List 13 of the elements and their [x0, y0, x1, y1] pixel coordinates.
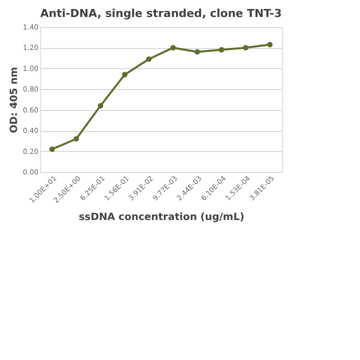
point — [122, 72, 128, 78]
point — [49, 146, 55, 152]
point — [194, 49, 200, 55]
point — [74, 136, 80, 142]
point — [146, 56, 152, 62]
point — [242, 44, 248, 50]
point — [170, 44, 176, 50]
chart-title: Anti-DNA, single stranded, clone TNT-3 — [40, 7, 282, 20]
point — [98, 102, 104, 108]
y-axis-title: OD: 405 nm — [8, 66, 20, 134]
point — [218, 47, 224, 53]
x-axis-title: ssDNA concentration (ug/mL) — [78, 212, 244, 224]
point — [267, 42, 273, 48]
